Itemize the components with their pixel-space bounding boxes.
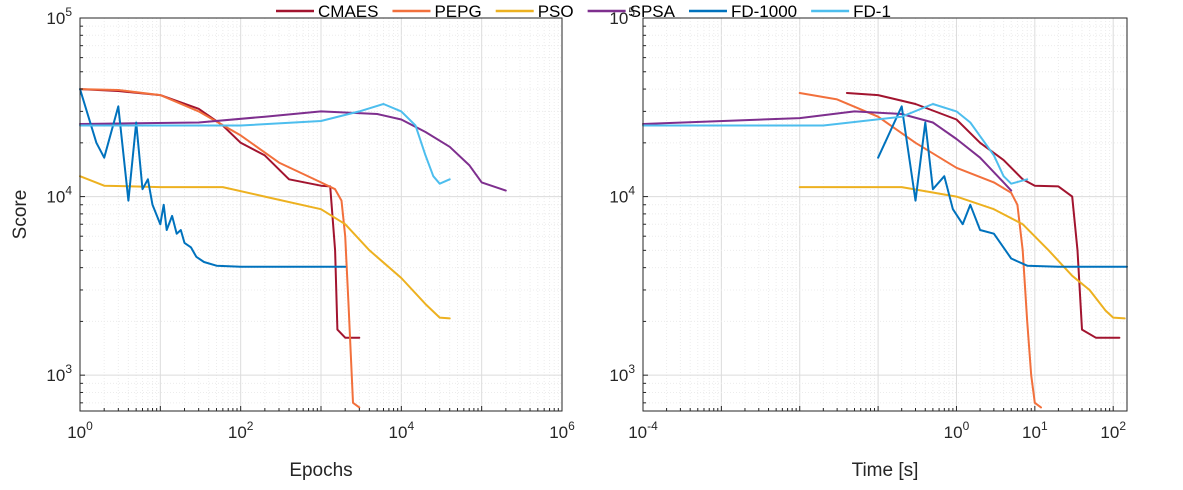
y-tick-label: 104 — [609, 184, 635, 207]
y-tick-label: 103 — [46, 362, 72, 385]
series-line-cmaes — [845, 92, 1121, 339]
series-group — [642, 92, 1128, 409]
axes-box — [642, 17, 1128, 412]
series-line-pepg — [798, 92, 1042, 409]
x-tick-label: 100 — [944, 419, 970, 442]
y-tick-label: 104 — [46, 184, 72, 207]
series-line-pso — [79, 175, 451, 320]
legend: CMAES PEPG PSO SPSA FD-1000 FD-1 — [0, 0, 1183, 21]
legend-item-pepg: PEPG — [392, 2, 482, 21]
series-group — [79, 88, 507, 409]
x-tick-label: 10-4 — [628, 419, 658, 442]
legend-label: CMAES — [318, 2, 378, 21]
x-tick-label: 101 — [1022, 419, 1048, 442]
series-line-fd-1 — [79, 103, 451, 185]
series-line-spsa — [642, 110, 1013, 192]
right-panel-time: 10-4 100 101 102 103 104 105 Time [s] — [609, 5, 1128, 481]
series-line-fd-1 — [642, 103, 1029, 185]
series-line-pepg — [79, 88, 361, 409]
legend-item-fd-1: FD-1 — [811, 2, 891, 21]
legend-label: PSO — [538, 2, 574, 21]
x-axis-label: Time [s] — [852, 460, 919, 481]
tick-marks — [79, 17, 563, 411]
legend-item-cmaes: CMAES — [276, 2, 378, 21]
legend-item-spsa: SPSA — [587, 2, 676, 21]
legend-label: FD-1 — [853, 2, 891, 21]
legend-item-fd-1000: FD-1000 — [688, 2, 797, 21]
series-line-fd-1000 — [877, 105, 1128, 268]
x-tick-label: 102 — [1100, 419, 1126, 442]
series-line-pso — [798, 186, 1126, 320]
legend-label: FD-1000 — [731, 2, 797, 21]
plot-area — [643, 18, 1127, 411]
left-panel-epochs: 100 102 104 106 103 104 105 Epochs Score — [10, 5, 575, 481]
legend-label: SPSA — [630, 2, 676, 21]
series-line-spsa — [79, 110, 507, 192]
x-tick-label: 104 — [389, 419, 415, 442]
legend-label: PEPG — [434, 2, 481, 21]
series-line-fd-1000 — [79, 88, 347, 268]
x-tick-label: 102 — [228, 419, 254, 442]
x-tick-label: 106 — [549, 419, 575, 442]
y-tick-label: 103 — [609, 362, 635, 385]
x-tick-label: 100 — [67, 419, 93, 442]
legend-item-pso: PSO — [495, 2, 574, 21]
grid — [79, 17, 563, 411]
y-tick-label: 105 — [46, 5, 72, 28]
y-tick-label: 105 — [609, 5, 635, 28]
y-axis-label: Score — [10, 190, 31, 240]
tick-marks — [642, 17, 1114, 411]
x-axis-label: Epochs — [289, 460, 352, 481]
